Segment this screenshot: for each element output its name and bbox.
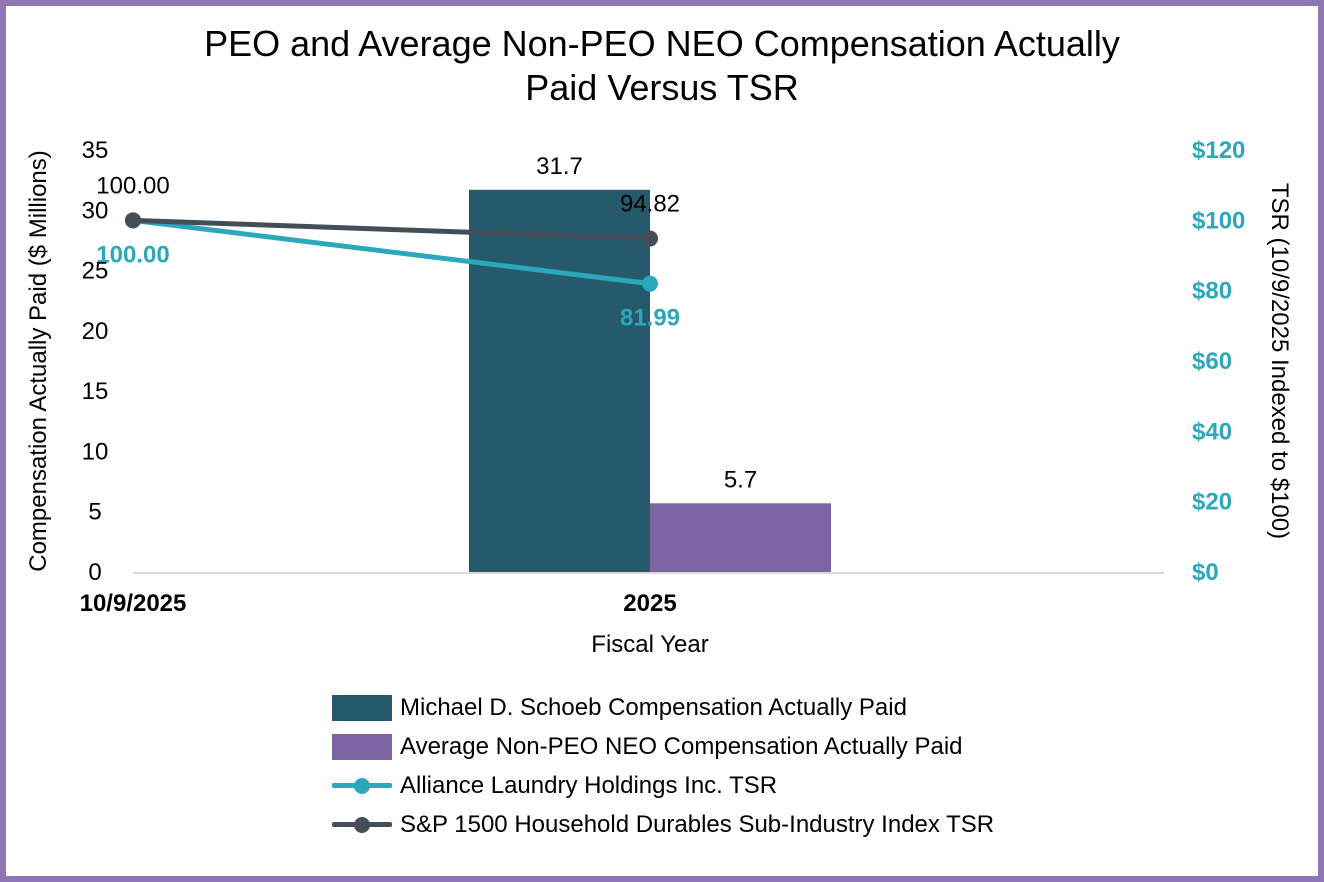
- y-right-tick-label: $80: [1192, 278, 1232, 305]
- chart-svg: 31.75.7100.0081.99100.0094.8205101520253…: [25, 137, 1293, 658]
- y-left-tick-label: 5: [88, 499, 101, 526]
- bar: [650, 503, 831, 572]
- y-right-tick-label: $0: [1192, 559, 1219, 586]
- bar-value-label: 31.7: [536, 153, 583, 180]
- chart-title: PEO and Average Non-PEO NEO Compensation…: [6, 22, 1318, 110]
- y-left-tick-label: 10: [82, 438, 109, 465]
- tsr-value-label: 81.99: [620, 305, 680, 332]
- y-right-tick-label: $100: [1192, 207, 1245, 234]
- x-axis-title: Fiscal Year: [591, 631, 708, 658]
- y-left-tick-label: 15: [82, 378, 109, 405]
- tsr-line-marker: [642, 275, 658, 292]
- legend-bar-swatch-icon: [332, 694, 392, 721]
- legend-line-dot: [354, 816, 370, 833]
- y-left-tick-label: 25: [82, 258, 109, 285]
- legend-item: Michael D. Schoeb Compensation Actually …: [332, 688, 994, 727]
- x-category-label: 10/9/2025: [80, 590, 187, 617]
- tsr-line-marker: [125, 212, 141, 229]
- tsr-line: [130, 217, 653, 242]
- y-left-tick-label: 0: [88, 559, 101, 586]
- legend-label: Average Non-PEO NEO Compensation Actuall…: [400, 732, 963, 760]
- tsr-value-label: 94.82: [620, 191, 680, 218]
- y-right-tick-label: $20: [1192, 489, 1232, 516]
- y-right-tick-label: $120: [1192, 137, 1245, 164]
- legend-item: Alliance Laundry Holdings Inc. TSR: [332, 766, 994, 805]
- legend-line-marker-icon: [332, 773, 392, 799]
- y-right-axis-title: TSR (10/9/2025 Indexed to $100): [1266, 183, 1293, 539]
- legend-bar-swatch-icon: [332, 733, 392, 760]
- legend-item: Average Non-PEO NEO Compensation Actuall…: [332, 727, 994, 766]
- legend: Michael D. Schoeb Compensation Actually …: [332, 688, 994, 844]
- bar-value-label: 5.7: [724, 466, 757, 493]
- legend-line-dot: [354, 777, 370, 794]
- chart-title-line2: Paid Versus TSR: [525, 67, 799, 108]
- x-category-label: 2025: [623, 590, 676, 617]
- legend-label: Alliance Laundry Holdings Inc. TSR: [400, 771, 778, 799]
- bar: [469, 189, 650, 572]
- chart-title-line1: PEO and Average Non-PEO NEO Compensation…: [204, 23, 1120, 64]
- tsr-value-label: 100.00: [96, 172, 169, 199]
- y-right-tick-label: $60: [1192, 348, 1232, 375]
- y-left-axis-title: Compensation Actually Paid ($ Millions): [25, 150, 52, 572]
- y-right-tick-label: $40: [1192, 418, 1232, 445]
- tsr-line-marker: [642, 230, 658, 247]
- legend-item: S&P 1500 Household Durables Sub-Industry…: [332, 805, 994, 844]
- tsr-line: [130, 217, 653, 287]
- legend-line-marker-icon: [332, 812, 392, 838]
- legend-label: Michael D. Schoeb Compensation Actually …: [400, 693, 907, 721]
- legend-label: S&P 1500 Household Durables Sub-Industry…: [400, 810, 995, 838]
- y-left-tick-label: 20: [82, 318, 109, 345]
- y-left-tick-label: 35: [82, 137, 109, 164]
- tsr-value-label: 100.00: [96, 241, 169, 268]
- y-left-tick-label: 30: [82, 197, 109, 224]
